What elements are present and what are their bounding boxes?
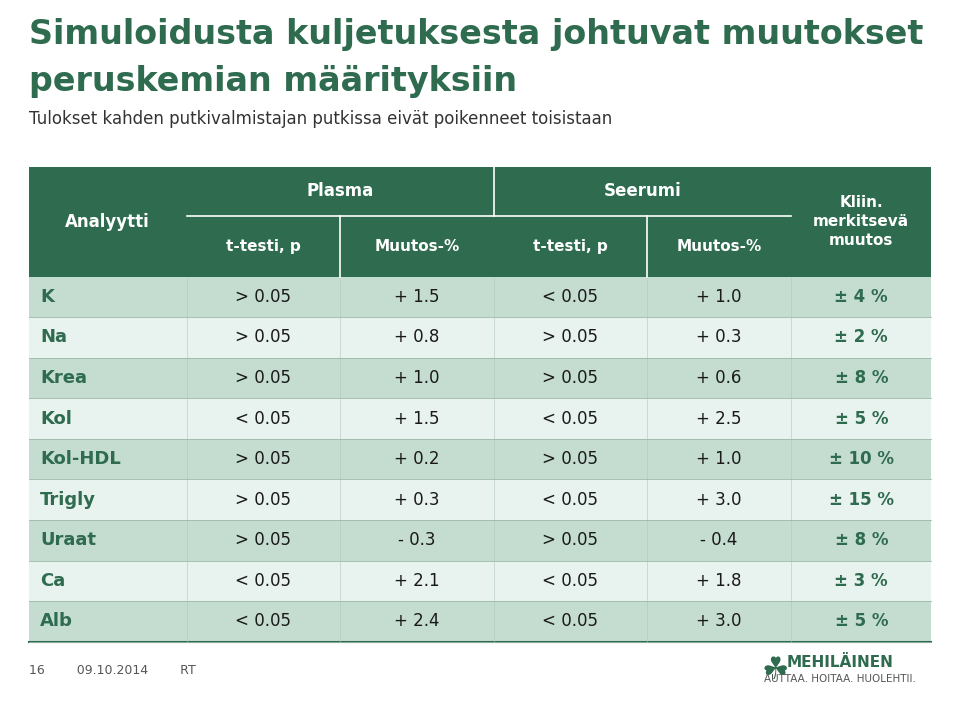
- Text: + 2.1: + 2.1: [394, 571, 440, 590]
- Text: Simuloidusta kuljetuksesta johtuvat muutokset: Simuloidusta kuljetuksesta johtuvat muut…: [29, 18, 924, 51]
- Text: - 0.4: - 0.4: [701, 531, 738, 549]
- Text: Trigly: Trigly: [40, 491, 96, 508]
- Text: K: K: [40, 288, 54, 306]
- Text: Na: Na: [40, 328, 67, 347]
- Text: Analyytti: Analyytti: [65, 213, 150, 230]
- Text: Kol: Kol: [40, 410, 72, 428]
- Text: + 1.5: + 1.5: [395, 288, 440, 306]
- Text: ± 5 %: ± 5 %: [834, 410, 888, 428]
- Text: > 0.05: > 0.05: [235, 491, 292, 508]
- Text: + 1.8: + 1.8: [696, 571, 742, 590]
- Text: peruskemian määrityksiin: peruskemian määrityksiin: [29, 65, 516, 99]
- Bar: [29, 479, 931, 520]
- Text: + 0.6: + 0.6: [696, 369, 742, 387]
- Text: < 0.05: < 0.05: [235, 571, 292, 590]
- Bar: [29, 601, 931, 642]
- Bar: [29, 317, 931, 357]
- Text: ☘: ☘: [762, 656, 789, 684]
- Text: > 0.05: > 0.05: [542, 369, 598, 387]
- Text: > 0.05: > 0.05: [235, 450, 292, 468]
- Text: AUTTAA. HOITAA. HUOLEHTII.: AUTTAA. HOITAA. HUOLEHTII.: [764, 674, 916, 684]
- Text: < 0.05: < 0.05: [542, 571, 598, 590]
- Bar: [29, 439, 931, 479]
- Text: ± 8 %: ± 8 %: [834, 531, 888, 549]
- Text: Krea: Krea: [40, 369, 87, 387]
- Text: > 0.05: > 0.05: [542, 450, 598, 468]
- Text: ± 3 %: ± 3 %: [834, 571, 888, 590]
- Text: ± 15 %: ± 15 %: [828, 491, 894, 508]
- Text: + 1.0: + 1.0: [395, 369, 440, 387]
- Text: + 0.8: + 0.8: [395, 328, 440, 347]
- Bar: [29, 520, 931, 561]
- Text: < 0.05: < 0.05: [542, 613, 598, 630]
- Text: ± 5 %: ± 5 %: [834, 613, 888, 630]
- Text: + 0.3: + 0.3: [696, 328, 742, 347]
- Text: Kol-HDL: Kol-HDL: [40, 450, 121, 468]
- Text: + 0.2: + 0.2: [395, 450, 440, 468]
- Text: Seerumi: Seerumi: [604, 182, 682, 201]
- Text: < 0.05: < 0.05: [235, 410, 292, 428]
- Bar: [29, 167, 931, 277]
- Text: Plasma: Plasma: [306, 182, 373, 201]
- Text: + 1.5: + 1.5: [395, 410, 440, 428]
- Text: ± 10 %: ± 10 %: [828, 450, 894, 468]
- Bar: [29, 357, 931, 398]
- Text: 16        09.10.2014        RT: 16 09.10.2014 RT: [29, 664, 196, 676]
- Text: > 0.05: > 0.05: [542, 328, 598, 347]
- Text: Alb: Alb: [40, 613, 73, 630]
- Bar: [29, 277, 931, 317]
- Text: + 2.5: + 2.5: [696, 410, 742, 428]
- Text: + 3.0: + 3.0: [696, 491, 742, 508]
- Text: ± 8 %: ± 8 %: [834, 369, 888, 387]
- Text: Muutos-%: Muutos-%: [677, 239, 762, 254]
- Text: + 0.3: + 0.3: [395, 491, 440, 508]
- Text: - 0.3: - 0.3: [398, 531, 436, 549]
- Text: Uraat: Uraat: [40, 531, 96, 549]
- Bar: [29, 398, 931, 439]
- Text: ± 2 %: ± 2 %: [834, 328, 888, 347]
- Text: < 0.05: < 0.05: [542, 491, 598, 508]
- Text: > 0.05: > 0.05: [542, 531, 598, 549]
- Text: < 0.05: < 0.05: [542, 288, 598, 306]
- Text: + 1.0: + 1.0: [696, 288, 742, 306]
- Text: > 0.05: > 0.05: [235, 531, 292, 549]
- Text: + 2.4: + 2.4: [395, 613, 440, 630]
- Text: + 3.0: + 3.0: [696, 613, 742, 630]
- Text: MEHILÄINEN: MEHILÄINEN: [786, 655, 894, 671]
- Text: ± 4 %: ± 4 %: [834, 288, 888, 306]
- Text: < 0.05: < 0.05: [235, 613, 292, 630]
- Text: > 0.05: > 0.05: [235, 369, 292, 387]
- Text: + 1.0: + 1.0: [696, 450, 742, 468]
- Text: < 0.05: < 0.05: [542, 410, 598, 428]
- Text: > 0.05: > 0.05: [235, 328, 292, 347]
- Text: t-testi, p: t-testi, p: [533, 239, 608, 254]
- Text: Muutos-%: Muutos-%: [374, 239, 460, 254]
- Text: Ca: Ca: [40, 571, 65, 590]
- Text: t-testi, p: t-testi, p: [226, 239, 300, 254]
- Bar: [29, 561, 931, 601]
- Text: Tulokset kahden putkivalmistajan putkissa eivät poikenneet toisistaan: Tulokset kahden putkivalmistajan putkiss…: [29, 110, 612, 128]
- Text: Kliin.
merkitsevä
muutos: Kliin. merkitsevä muutos: [813, 196, 909, 247]
- Text: > 0.05: > 0.05: [235, 288, 292, 306]
